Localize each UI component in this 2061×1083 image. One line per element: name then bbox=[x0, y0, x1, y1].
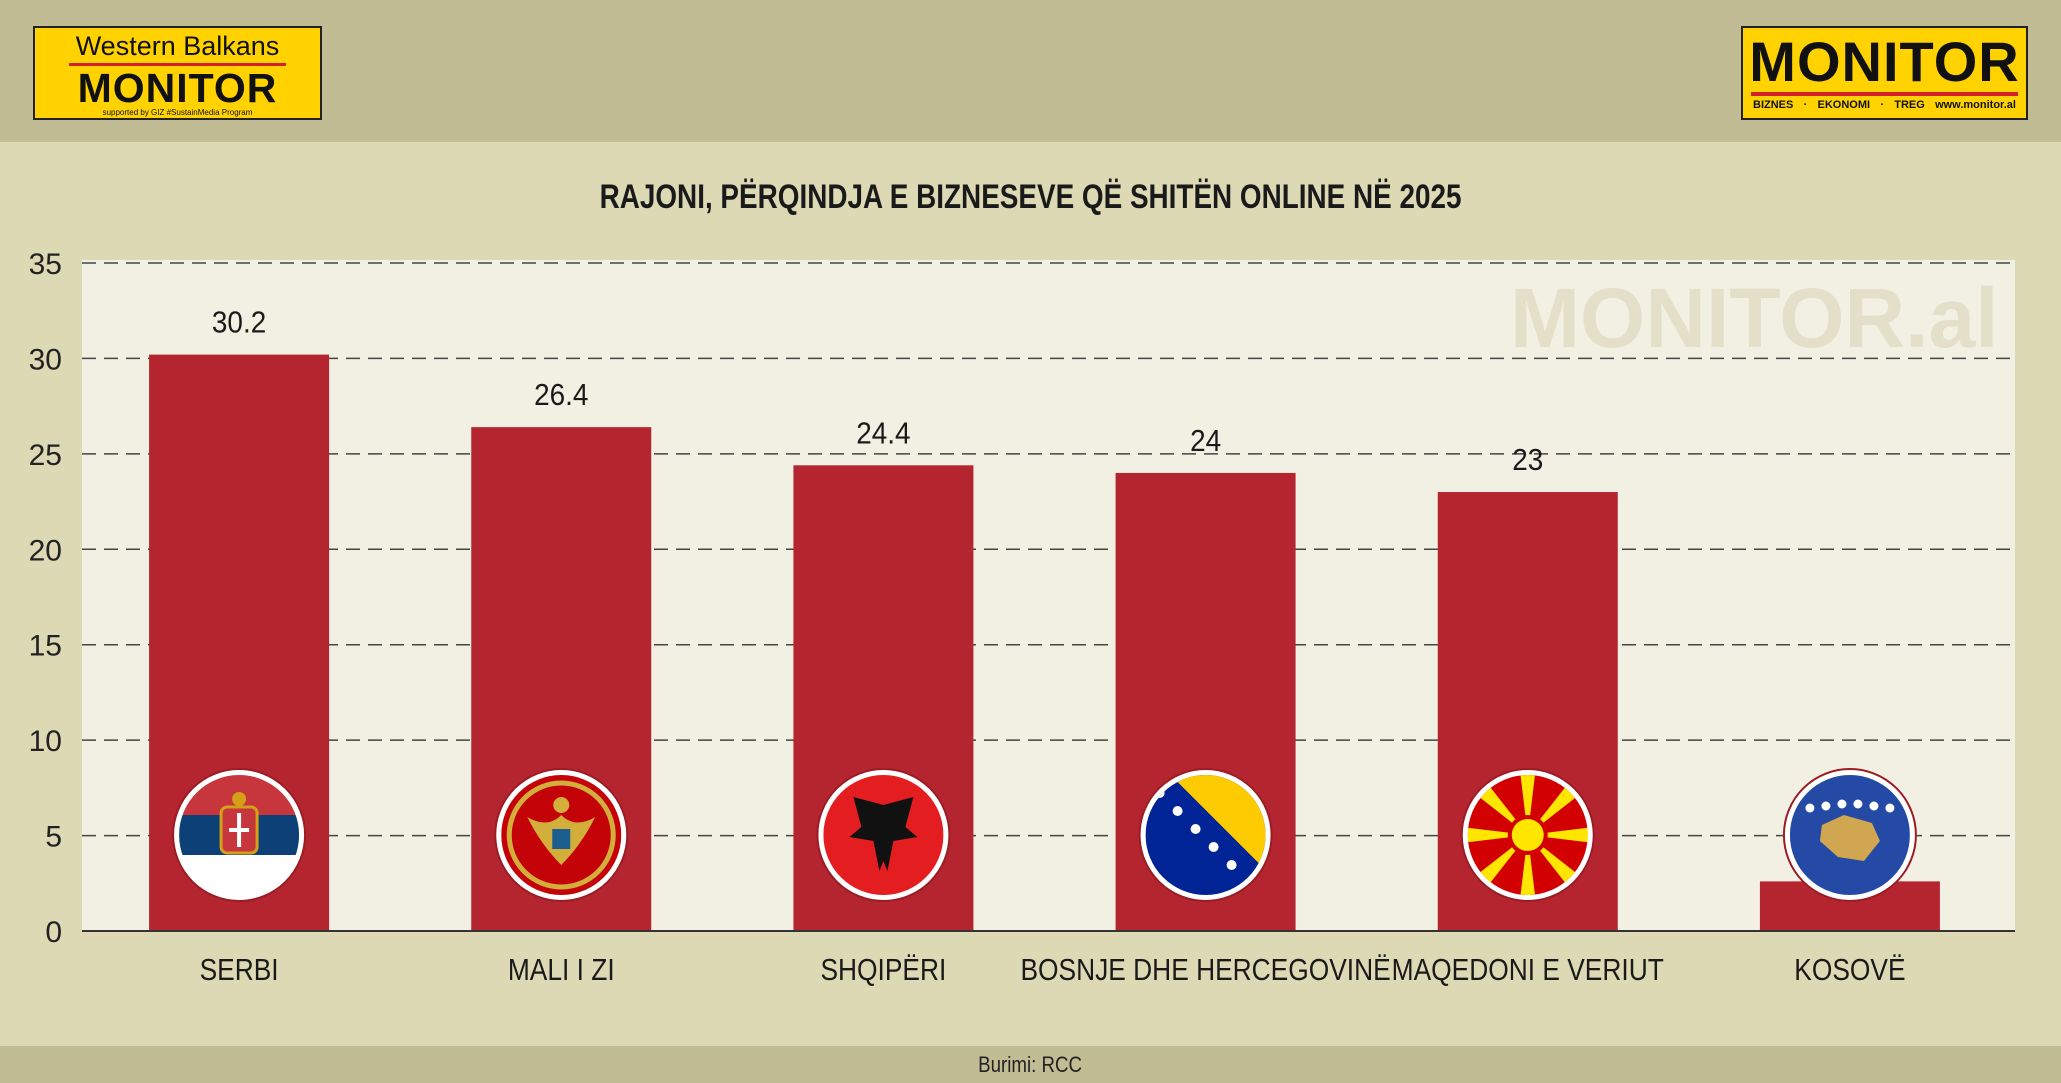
serbia-flag-icon bbox=[172, 768, 307, 902]
data-label: 30.2 bbox=[212, 305, 266, 340]
logo-tag: EKONOMI bbox=[1817, 99, 1871, 111]
y-tick-label: 10 bbox=[29, 725, 62, 758]
source-note: Burimi: RCC bbox=[978, 1051, 1083, 1077]
montenegro-flag-icon bbox=[494, 768, 629, 902]
chart-title-text: RAJONI, PËRQINDJA E BIZNESEVE QË SHITËN … bbox=[599, 178, 1462, 216]
logo-left-line3: supported by GIZ #SustainMedia Program bbox=[102, 108, 253, 117]
logo-left-divider bbox=[69, 63, 286, 66]
y-tick-label: 25 bbox=[29, 439, 62, 472]
x-tick-label: SERBI bbox=[200, 953, 279, 987]
data-label: 24 bbox=[1190, 424, 1221, 459]
chart-title: RAJONI, PËRQINDJA E BIZNESEVE QË SHITËN … bbox=[0, 178, 2061, 217]
logo-site: www.monitor.al bbox=[1935, 99, 2016, 111]
data-label: 26.4 bbox=[534, 378, 588, 413]
y-tick-label: 20 bbox=[29, 534, 62, 567]
logo-right-tags: BIZNES · EKONOMI · TREG www.monitor.al bbox=[1743, 99, 2026, 111]
monitor-logo: MONITOR BIZNES · EKONOMI · TREG www.moni… bbox=[1741, 26, 2028, 120]
logo-left-line2: MONITOR bbox=[77, 65, 278, 111]
logo-tag: BIZNES bbox=[1753, 99, 1794, 111]
x-tick-label: MALI I ZI bbox=[508, 953, 615, 987]
western-balkans-monitor-logo: Western Balkans MONITOR supported by GIZ… bbox=[33, 26, 322, 120]
footer-band: Burimi: RCC bbox=[0, 1046, 2061, 1083]
y-tick-label: 5 bbox=[45, 821, 62, 854]
y-tick-label: 15 bbox=[29, 630, 62, 663]
logo-right-divider bbox=[1751, 92, 2018, 96]
plot-area bbox=[82, 260, 2015, 932]
logo-left-line1: Western Balkans bbox=[75, 31, 280, 61]
logo-tag: TREG bbox=[1894, 99, 1925, 111]
data-label: 23 bbox=[1512, 443, 1543, 478]
y-tick-label: 35 bbox=[29, 248, 62, 281]
header-band bbox=[0, 0, 2061, 142]
x-tick-label: SHQIPËRI bbox=[820, 953, 946, 987]
x-tick-label: BOSNJE DHE HERCEGOVINË bbox=[1020, 953, 1390, 987]
y-tick-label: 0 bbox=[45, 916, 62, 949]
logo-tag-sep: · bbox=[1803, 99, 1808, 111]
x-tick-label: KOSOVË bbox=[1794, 953, 1905, 987]
x-tick-label: MAQEDONI E VERIUT bbox=[1392, 953, 1664, 987]
watermark: MONITOR.al bbox=[1510, 271, 1999, 365]
data-label: 24.4 bbox=[856, 416, 910, 451]
kosovo-flag-icon bbox=[1782, 768, 1917, 902]
logo-tag-sep: · bbox=[1880, 99, 1884, 111]
albania-flag-icon bbox=[816, 768, 951, 902]
bosnia-flag-icon bbox=[1138, 768, 1273, 902]
y-tick-label: 30 bbox=[29, 343, 62, 376]
logo-right-name: MONITOR bbox=[1749, 30, 2020, 93]
